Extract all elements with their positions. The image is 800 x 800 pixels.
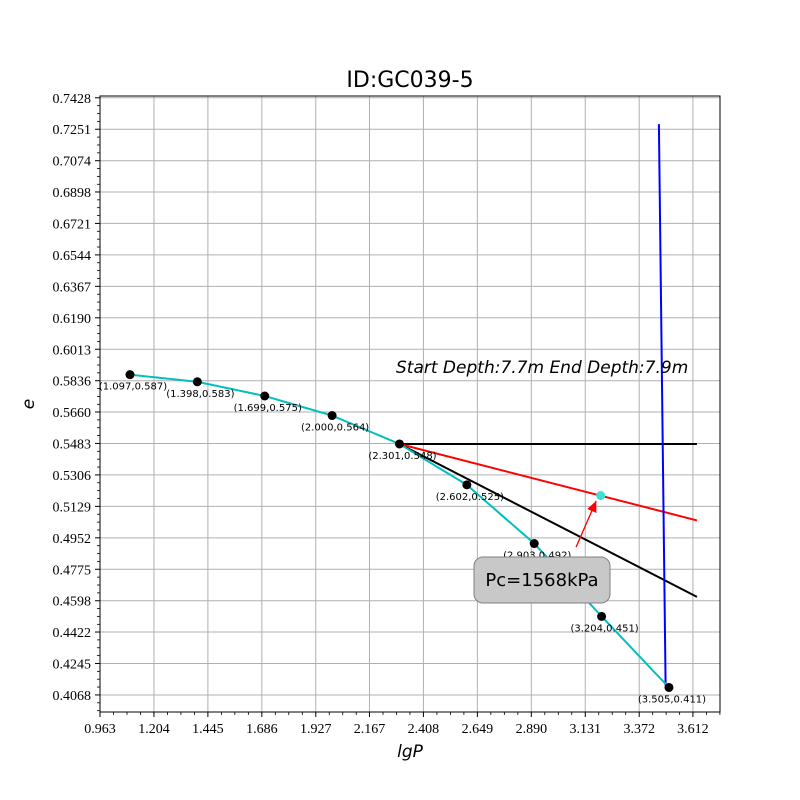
pc-annotation: Pc=1568kPa — [485, 570, 598, 591]
x-ticks: 0.963 1.204 1.445 1.686 1.927 2.167 2.408 2.649… — [84, 712, 721, 737]
y-tick-label: 0.5483 — [53, 437, 92, 452]
y-axis-label: e — [19, 399, 39, 409]
data-point — [394, 439, 404, 449]
x-tick-label: 1.686 — [246, 722, 278, 737]
y-tick-label: 0.5660 — [53, 406, 92, 421]
y-tick-label: 0.5306 — [53, 469, 92, 484]
construction-line-2 — [399, 443, 698, 522]
data-point-label: (2.602,0.525) — [436, 492, 504, 503]
x-tick-label: 2.649 — [462, 722, 494, 737]
x-tick-label: 0.963 — [84, 722, 116, 737]
compression-curve — [129, 373, 670, 689]
y-tick-label: 0.4245 — [53, 657, 92, 672]
y-tick-label: 0.6544 — [53, 249, 92, 264]
y-tick-label: 0.6367 — [53, 280, 92, 295]
y-tick-label: 0.6898 — [53, 186, 92, 201]
y-tick-label: 0.5836 — [53, 375, 92, 390]
x-axis-label: lgP — [397, 742, 424, 762]
data-point-label: (3.505,0.411) — [638, 694, 706, 705]
y-tick-label: 0.6721 — [53, 217, 92, 232]
y-tick-label: 0.7074 — [53, 155, 92, 170]
data-point — [327, 411, 337, 421]
depth-annotation: Start Depth:7.7m End Depth:7.9m — [396, 358, 688, 378]
x-tick-label: 1.204 — [138, 722, 170, 737]
data-point — [192, 377, 202, 387]
pc-annotation-box — [473, 556, 611, 604]
y-tick-label: 0.6013 — [53, 343, 92, 358]
y-tick-label: 0.7428 — [53, 92, 92, 107]
data-point-label: (1.398,0.583) — [166, 389, 234, 400]
data-point-label: (1.097,0.587) — [99, 382, 167, 393]
series: (1.097,0.587)(1.398,0.583)(1.699,0.575) (… — [99, 124, 706, 705]
x-tick-label: 3.372 — [623, 722, 655, 737]
y-tick-label: 0.4422 — [53, 626, 92, 641]
data-point — [529, 539, 539, 549]
data-point-label: (2.000,0.564) — [301, 423, 369, 434]
data-point-label: (1.699,0.575) — [234, 403, 302, 414]
x-tick-label: 1.927 — [300, 722, 332, 737]
x-tick-label: 1.445 — [192, 722, 224, 737]
x-tick-label: 3.131 — [570, 722, 602, 737]
construction-line-3 — [657, 124, 667, 686]
data-point — [462, 480, 472, 490]
y-tick-label: 0.4068 — [53, 689, 92, 704]
y-tick-label: 0.4952 — [53, 532, 92, 547]
data-point — [597, 611, 607, 621]
x-tick-label: 3.612 — [677, 722, 709, 737]
y-ticks: 0.7428 0.7251 0.7074 0.6898 0.6721 0.6544 0.63… — [53, 92, 100, 712]
pc-arrow-head — [587, 500, 597, 513]
pc-point — [596, 491, 606, 501]
data-point — [664, 682, 674, 692]
x-tick-label: 2.408 — [408, 722, 440, 737]
construction-line-1 — [399, 443, 698, 598]
chart-title: ID:GC039-5 — [346, 68, 473, 93]
data-point-label: (2.903,0.492) — [503, 551, 571, 562]
x-tick-label: 2.890 — [516, 722, 548, 737]
x-tick-label: 2.167 — [354, 722, 386, 737]
y-tick-label: 0.6190 — [53, 312, 92, 327]
y-tick-label: 0.4598 — [53, 595, 92, 610]
y-tick-label: 0.7251 — [53, 123, 92, 138]
data-point-label: (2.301,0.548) — [368, 451, 436, 462]
data-point-label: (3.204,0.451) — [570, 623, 638, 634]
grid — [99, 96, 720, 712]
data-point — [260, 391, 270, 401]
y-tick-label: 0.4775 — [53, 563, 92, 578]
data-point — [125, 370, 135, 380]
plot-frame — [99, 95, 721, 713]
y-tick-label: 0.5129 — [53, 500, 92, 515]
